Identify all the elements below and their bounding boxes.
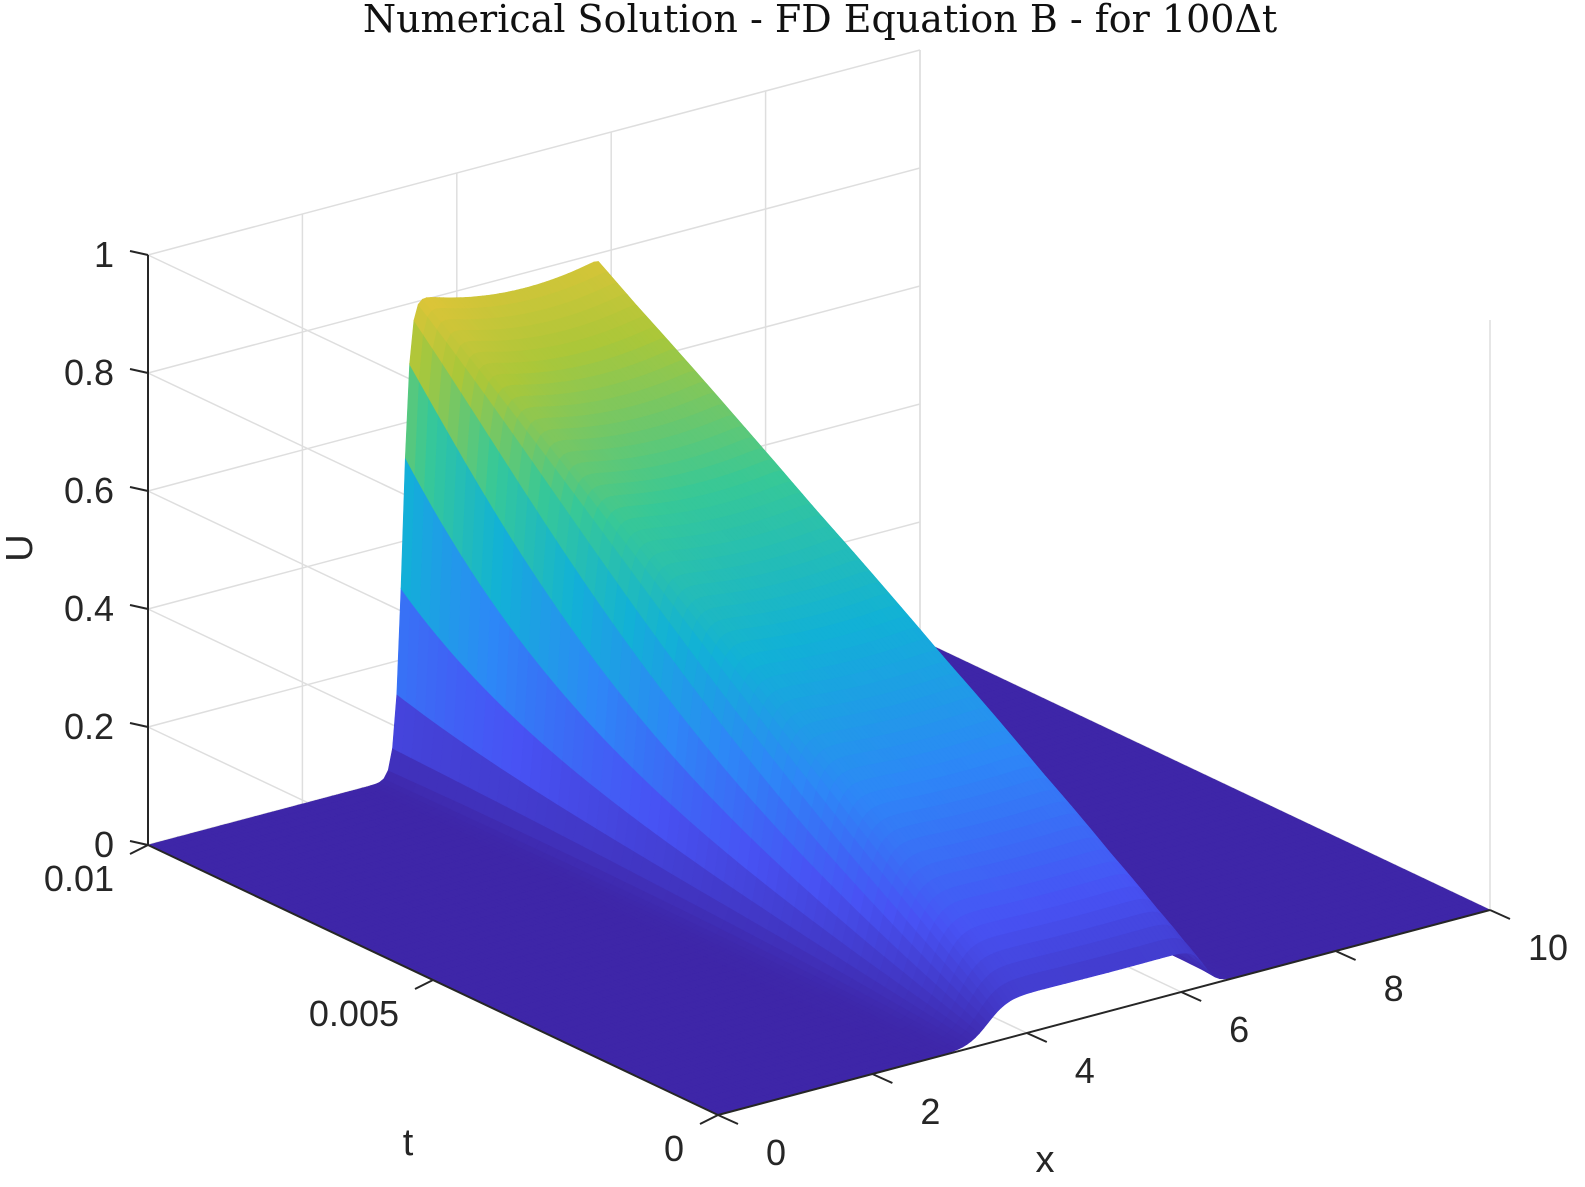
- surface: [147, 261, 1491, 1116]
- grid-line-back-z: [147, 167, 921, 374]
- grid-line-back-z: [147, 49, 921, 256]
- chart-title: Numerical Solution - FD Equation B - for…: [363, 0, 1277, 41]
